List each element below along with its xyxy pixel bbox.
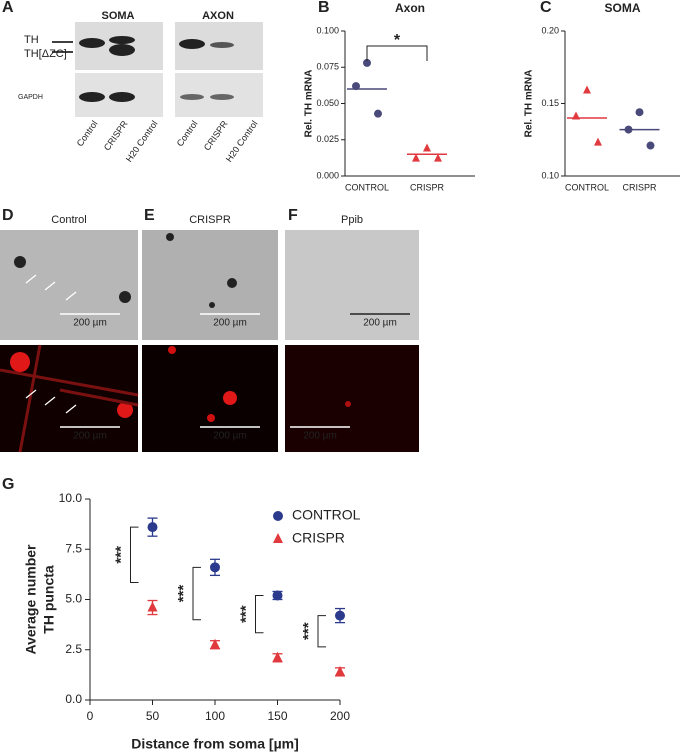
panel-letter: E <box>144 207 155 224</box>
marker <box>210 562 220 573</box>
y-tick-label: 0.075 <box>316 62 339 72</box>
band-label: TH[ΔZC] <box>24 48 67 60</box>
scale-bar-label: 200 µm <box>73 431 107 442</box>
blot-section: SOMA <box>102 10 135 22</box>
y-axis-label: TH puncta <box>41 565 57 634</box>
legend-label: CRISPR <box>292 530 345 546</box>
marker <box>583 85 591 94</box>
marker <box>147 522 158 533</box>
lane-label: Control <box>175 119 200 149</box>
y-axis-label: Average number <box>23 544 39 655</box>
marker <box>646 141 655 150</box>
marker <box>335 610 345 621</box>
arrows <box>25 274 77 414</box>
y-tick-label: 0.100 <box>316 25 339 35</box>
panel-letter: B <box>318 0 330 16</box>
x-tick-label: 150 <box>267 709 287 723</box>
panel-letter: G <box>2 476 14 493</box>
x-tick-label: 50 <box>146 709 160 723</box>
image-title: Ppib <box>341 214 363 226</box>
image-ppib-fluor <box>285 345 419 452</box>
x-tick-label: CONTROL <box>345 182 389 192</box>
marker <box>594 137 602 146</box>
marker <box>412 153 420 162</box>
marker <box>272 590 283 601</box>
marker <box>635 108 644 117</box>
significance-label: *** <box>175 585 192 603</box>
y-tick-label: 5.0 <box>65 592 82 606</box>
x-tick-label: CONTROL <box>565 182 609 192</box>
marker <box>210 638 220 649</box>
significance-bracket <box>255 594 264 634</box>
x-tick-label: 0 <box>87 709 94 723</box>
significance-bracket <box>317 615 326 648</box>
significance-label: * <box>394 32 401 49</box>
scale-bar-label: 200 µm <box>303 431 337 442</box>
y-tick-label: 0.15 <box>541 98 559 108</box>
lane-label: Control <box>75 119 100 149</box>
significance-bracket <box>130 526 139 584</box>
y-tick-label: 2.5 <box>65 642 82 656</box>
scale-bar-label: 200 µm <box>213 318 247 329</box>
x-tick-label: 100 <box>205 709 225 723</box>
significance-bracket <box>366 45 428 61</box>
cells <box>0 233 351 453</box>
lane-label: CRISPR <box>202 118 230 152</box>
lane-label: CRISPR <box>102 118 130 152</box>
marker <box>272 651 283 662</box>
marker <box>423 143 431 152</box>
marker <box>147 601 158 612</box>
lane-label: H20 Control <box>224 119 260 164</box>
y-tick-label: 7.5 <box>65 541 82 555</box>
image-title: Control <box>51 214 86 226</box>
marker <box>335 665 345 676</box>
image-control-bright <box>0 230 138 340</box>
image-crispr-fluor <box>142 345 278 452</box>
lane-label: H20 Control <box>124 119 160 164</box>
legend-marker <box>273 511 283 521</box>
legend-marker <box>273 533 283 543</box>
image-title: CRISPR <box>189 214 231 226</box>
marker <box>352 82 360 91</box>
significance-label: *** <box>237 605 254 623</box>
chart-title: SOMA <box>605 1 641 15</box>
panel-letter: F <box>288 207 298 224</box>
panel-letter: C <box>540 0 552 16</box>
y-axis-label: Rel. TH mRNA <box>304 70 315 138</box>
image-crispr-bright <box>142 230 278 340</box>
chart-title: Axon <box>395 1 425 15</box>
bands <box>79 36 234 102</box>
legend-label: CONTROL <box>292 507 361 523</box>
panel-letter: A <box>2 0 14 16</box>
y-tick-label: 0.025 <box>316 134 339 144</box>
band-arrows <box>52 41 73 53</box>
blot-section: AXON <box>202 10 234 22</box>
significance-label: *** <box>112 546 129 564</box>
y-tick-label: 0.10 <box>541 170 559 180</box>
x-tick-label: 200 <box>330 709 350 723</box>
y-tick-label: 0.20 <box>541 25 559 35</box>
x-axis-label: Distance from soma [µm] <box>131 736 299 752</box>
marker <box>434 153 442 162</box>
y-tick-label: 0.050 <box>316 98 339 108</box>
scale-bar-label: 200 µm <box>73 318 107 329</box>
panel-letter: D <box>2 207 14 224</box>
image-ppib-bright <box>285 230 419 340</box>
x-tick-label: CRISPR <box>410 182 445 192</box>
y-tick-label: 10.0 <box>59 491 83 505</box>
scale-bar-label: 200 µm <box>363 318 397 329</box>
significance-bracket <box>192 566 201 621</box>
y-tick-label: 0.0 <box>65 692 82 706</box>
x-tick-label: CRISPR <box>622 182 657 192</box>
marker <box>363 58 371 67</box>
band-label: TH <box>24 34 39 46</box>
marker <box>374 109 382 118</box>
y-axis-label: Rel. TH mRNA <box>524 70 535 138</box>
scale-bar-label: 200 µm <box>213 431 247 442</box>
y-tick-label: 0.000 <box>316 170 339 180</box>
significance-label: *** <box>300 622 317 640</box>
loading-label: GAPDH <box>18 94 43 101</box>
